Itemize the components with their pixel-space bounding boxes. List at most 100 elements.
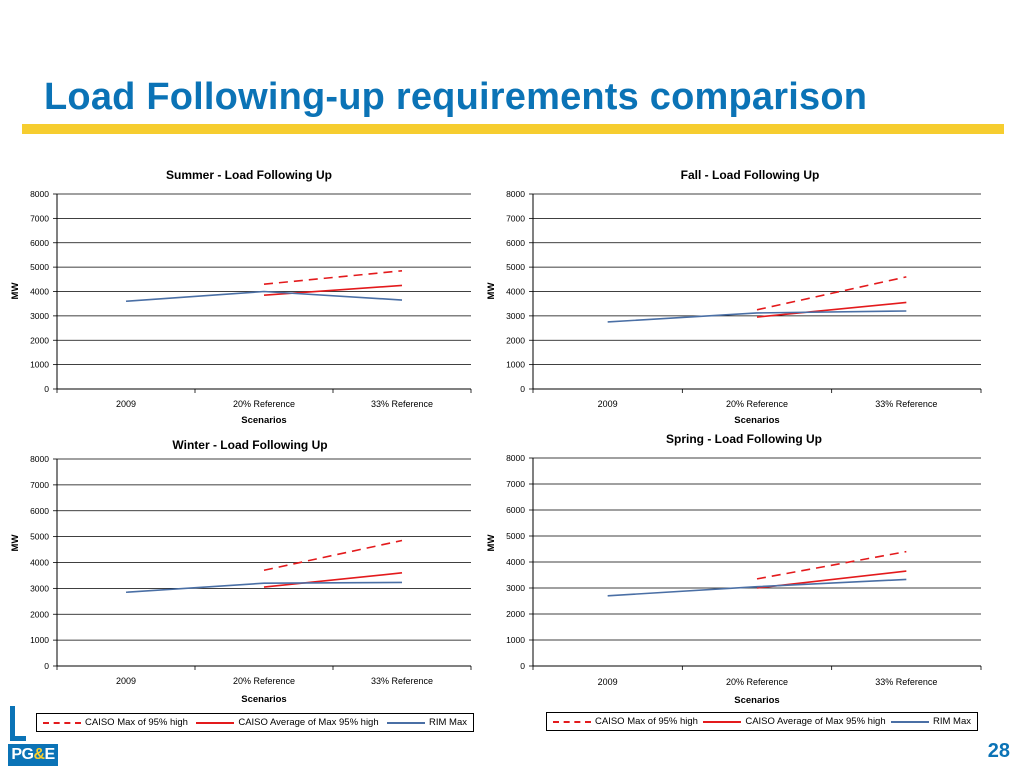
y-tick-label: 1000 xyxy=(506,360,525,370)
legend-item-caiso-average: CAISO Average of Max 95% high xyxy=(703,716,886,727)
legend-label: RIM Max xyxy=(932,716,971,727)
chart-title: Summer - Load Following Up xyxy=(166,168,332,182)
y-tick-label: 1000 xyxy=(30,635,49,645)
logo-wordmark: PG&E xyxy=(8,744,58,766)
y-tick-label: 0 xyxy=(520,384,525,394)
y-tick-label: 4000 xyxy=(506,557,525,567)
y-tick-label: 6000 xyxy=(506,238,525,248)
y-tick-label: 8000 xyxy=(30,189,49,199)
y-tick-label: 6000 xyxy=(30,506,49,516)
legend-item-caiso-max: CAISO Max of 95% high xyxy=(43,717,188,728)
legend-item-caiso-max: CAISO Max of 95% high xyxy=(553,716,698,727)
legend-label: RIM Max xyxy=(428,717,467,728)
y-tick-label: 2000 xyxy=(30,609,49,619)
x-tick-label: 20% Reference xyxy=(233,676,295,686)
x-tick-label: 2009 xyxy=(598,677,618,687)
x-tick-label: 20% Reference xyxy=(726,677,788,687)
legend-label: CAISO Max of 95% high xyxy=(85,717,188,728)
chart-title: Winter - Load Following Up xyxy=(172,438,327,452)
series-line-caiso-average-of-max-95-high xyxy=(263,284,403,296)
x-tick-label: 33% Reference xyxy=(371,399,433,409)
y-tick-label: 3000 xyxy=(506,311,525,321)
y-tick-label: 5000 xyxy=(506,531,525,541)
y-tick-label: 8000 xyxy=(506,453,525,463)
legend-swatch-dashed-red xyxy=(43,721,81,724)
legend-swatch-dashed-red xyxy=(553,720,591,723)
y-axis-label: MW xyxy=(486,283,497,300)
chart-legend-right: CAISO Max of 95% high CAISO Average of M… xyxy=(546,712,978,731)
chart-fall: Fall - Load Following Up 0 1000 2000 3000 400… xyxy=(486,168,982,426)
x-tick-label: 2009 xyxy=(598,399,618,409)
y-tick-label: 6000 xyxy=(30,238,49,248)
y-tick-label: 8000 xyxy=(506,189,525,199)
x-tick-label: 33% Reference xyxy=(875,677,937,687)
chart-title: Fall - Load Following Up xyxy=(681,168,820,182)
legend-item-rim-max: RIM Max xyxy=(890,716,971,727)
x-axis-label: Scenarios xyxy=(241,415,286,426)
y-tick-label: 2000 xyxy=(506,335,525,345)
series-line-caiso-average-of-max-95-high xyxy=(263,572,403,588)
y-tick-label: 3000 xyxy=(30,583,49,593)
chart-winter: Winter - Load Following Up 0 1000 2000 3000 4… xyxy=(10,438,472,705)
y-tick-label: 2000 xyxy=(30,335,49,345)
y-tick-label: 8000 xyxy=(30,454,49,464)
y-tick-label: 0 xyxy=(520,661,525,671)
y-tick-label: 6000 xyxy=(506,505,525,515)
pge-logo: PG&E xyxy=(4,706,58,766)
chart-summer: Summer - Load Following Up 0 1000 2000 3000 4… xyxy=(10,168,472,426)
page-number: 28 xyxy=(987,740,1010,762)
title-divider xyxy=(22,124,1004,134)
y-tick-label: 2000 xyxy=(506,609,525,619)
legend-swatch-solid-blue xyxy=(386,721,425,724)
y-tick-label: 7000 xyxy=(506,479,525,489)
y-tick-label: 3000 xyxy=(506,583,525,593)
logo-mark-vertical xyxy=(10,706,15,740)
y-axis-label: MW xyxy=(10,283,21,300)
y-tick-label: 5000 xyxy=(30,262,49,272)
y-tick-label: 0 xyxy=(44,661,49,671)
series-line-caiso-max-of-95-high xyxy=(756,276,907,311)
y-tick-label: 7000 xyxy=(506,213,525,223)
y-tick-label: 4000 xyxy=(30,558,49,568)
chart-spring: Spring - Load Following Up 0 1000 2000 3000 4… xyxy=(486,432,982,706)
x-tick-label: 33% Reference xyxy=(371,676,433,686)
legend-swatch-solid-blue xyxy=(890,720,929,723)
series-line-rim-max xyxy=(125,581,403,594)
chart-legend-left: CAISO Max of 95% high CAISO Average of M… xyxy=(36,713,474,732)
x-tick-label: 20% Reference xyxy=(233,399,295,409)
y-axis-label: MW xyxy=(10,535,21,552)
legend-label: CAISO Average of Max 95% high xyxy=(745,716,886,727)
y-tick-label: 7000 xyxy=(30,480,49,490)
x-tick-label: 2009 xyxy=(116,676,136,686)
legend-item-rim-max: RIM Max xyxy=(386,717,467,728)
x-axis-label: Scenarios xyxy=(734,415,779,426)
legend-item-caiso-average: CAISO Average of Max 95% high xyxy=(196,717,379,728)
y-tick-label: 4000 xyxy=(506,287,525,297)
series-line-rim-max xyxy=(125,290,403,303)
y-tick-label: 4000 xyxy=(30,287,49,297)
y-tick-label: 5000 xyxy=(30,532,49,542)
x-axis-label: Scenarios xyxy=(734,695,779,706)
x-tick-label: 33% Reference xyxy=(875,399,937,409)
series-line-caiso-max-of-95-high xyxy=(263,269,403,285)
x-axis-label: Scenarios xyxy=(241,694,286,705)
x-tick-label: 2009 xyxy=(116,399,136,409)
page-title: Load Following-up requirements compariso… xyxy=(44,76,868,118)
legend-label: CAISO Average of Max 95% high xyxy=(238,717,379,728)
chart-title: Spring - Load Following Up xyxy=(666,432,822,446)
y-axis-label: MW xyxy=(486,535,497,552)
x-tick-label: 20% Reference xyxy=(726,399,788,409)
series-line-caiso-max-of-95-high xyxy=(756,550,907,580)
series-line-rim-max xyxy=(607,310,907,323)
series-line-caiso-average-of-max-95-high xyxy=(756,301,907,318)
legend-label: CAISO Max of 95% high xyxy=(595,716,698,727)
series-line-rim-max xyxy=(607,578,907,597)
y-tick-label: 3000 xyxy=(30,311,49,321)
logo-mark-horizontal xyxy=(10,736,26,741)
legend-swatch-solid-red xyxy=(703,720,742,723)
series-line-caiso-max-of-95-high xyxy=(263,539,403,572)
y-tick-label: 0 xyxy=(44,384,49,394)
legend-swatch-solid-red xyxy=(196,721,235,724)
y-tick-label: 5000 xyxy=(506,262,525,272)
y-tick-label: 1000 xyxy=(30,360,49,370)
